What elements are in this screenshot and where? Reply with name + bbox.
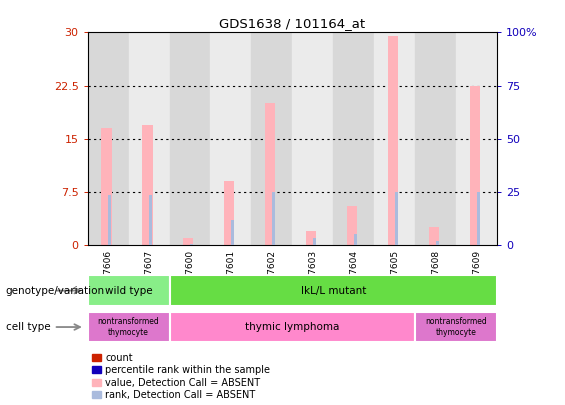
Bar (170, 32, 210, 245)
Bar (251, 32, 293, 245)
Bar (293, 32, 333, 245)
Bar (306, 231, 316, 245)
Bar (415, 32, 457, 245)
Bar (436, 241, 439, 245)
Text: thymic lymphoma: thymic lymphoma (245, 322, 340, 332)
Bar (477, 192, 480, 245)
Bar (142, 125, 153, 245)
Bar (388, 36, 398, 245)
Bar (88, 275, 170, 306)
Bar (170, 275, 497, 306)
Bar (429, 227, 439, 245)
Bar (183, 238, 193, 245)
Bar (149, 196, 153, 245)
Bar (265, 103, 275, 245)
Bar (224, 181, 234, 245)
Bar (347, 206, 357, 245)
Bar (88, 312, 170, 342)
Bar (88, 32, 129, 245)
Bar (374, 32, 415, 245)
Bar (415, 312, 497, 342)
Text: wild type: wild type (105, 286, 153, 296)
Bar (231, 220, 234, 245)
Bar (354, 234, 357, 245)
Text: cell type: cell type (6, 322, 50, 332)
Bar (101, 128, 111, 245)
Legend: count, percentile rank within the sample, value, Detection Call = ABSENT, rank, : count, percentile rank within the sample… (93, 353, 270, 400)
Bar (272, 192, 275, 245)
Bar (170, 312, 415, 342)
Bar (333, 32, 374, 245)
Bar (395, 192, 398, 245)
Text: nontransformed
thymocyte: nontransformed thymocyte (425, 317, 487, 337)
Title: GDS1638 / 101164_at: GDS1638 / 101164_at (219, 17, 366, 30)
Bar (129, 32, 170, 245)
Bar (108, 196, 111, 245)
Text: genotype/variation: genotype/variation (6, 286, 105, 296)
Bar (211, 32, 251, 245)
Text: lkL/L mutant: lkL/L mutant (301, 286, 366, 296)
Bar (313, 238, 316, 245)
Text: nontransformed
thymocyte: nontransformed thymocyte (98, 317, 159, 337)
Bar (470, 85, 480, 245)
Bar (457, 32, 497, 245)
Bar (190, 244, 193, 245)
